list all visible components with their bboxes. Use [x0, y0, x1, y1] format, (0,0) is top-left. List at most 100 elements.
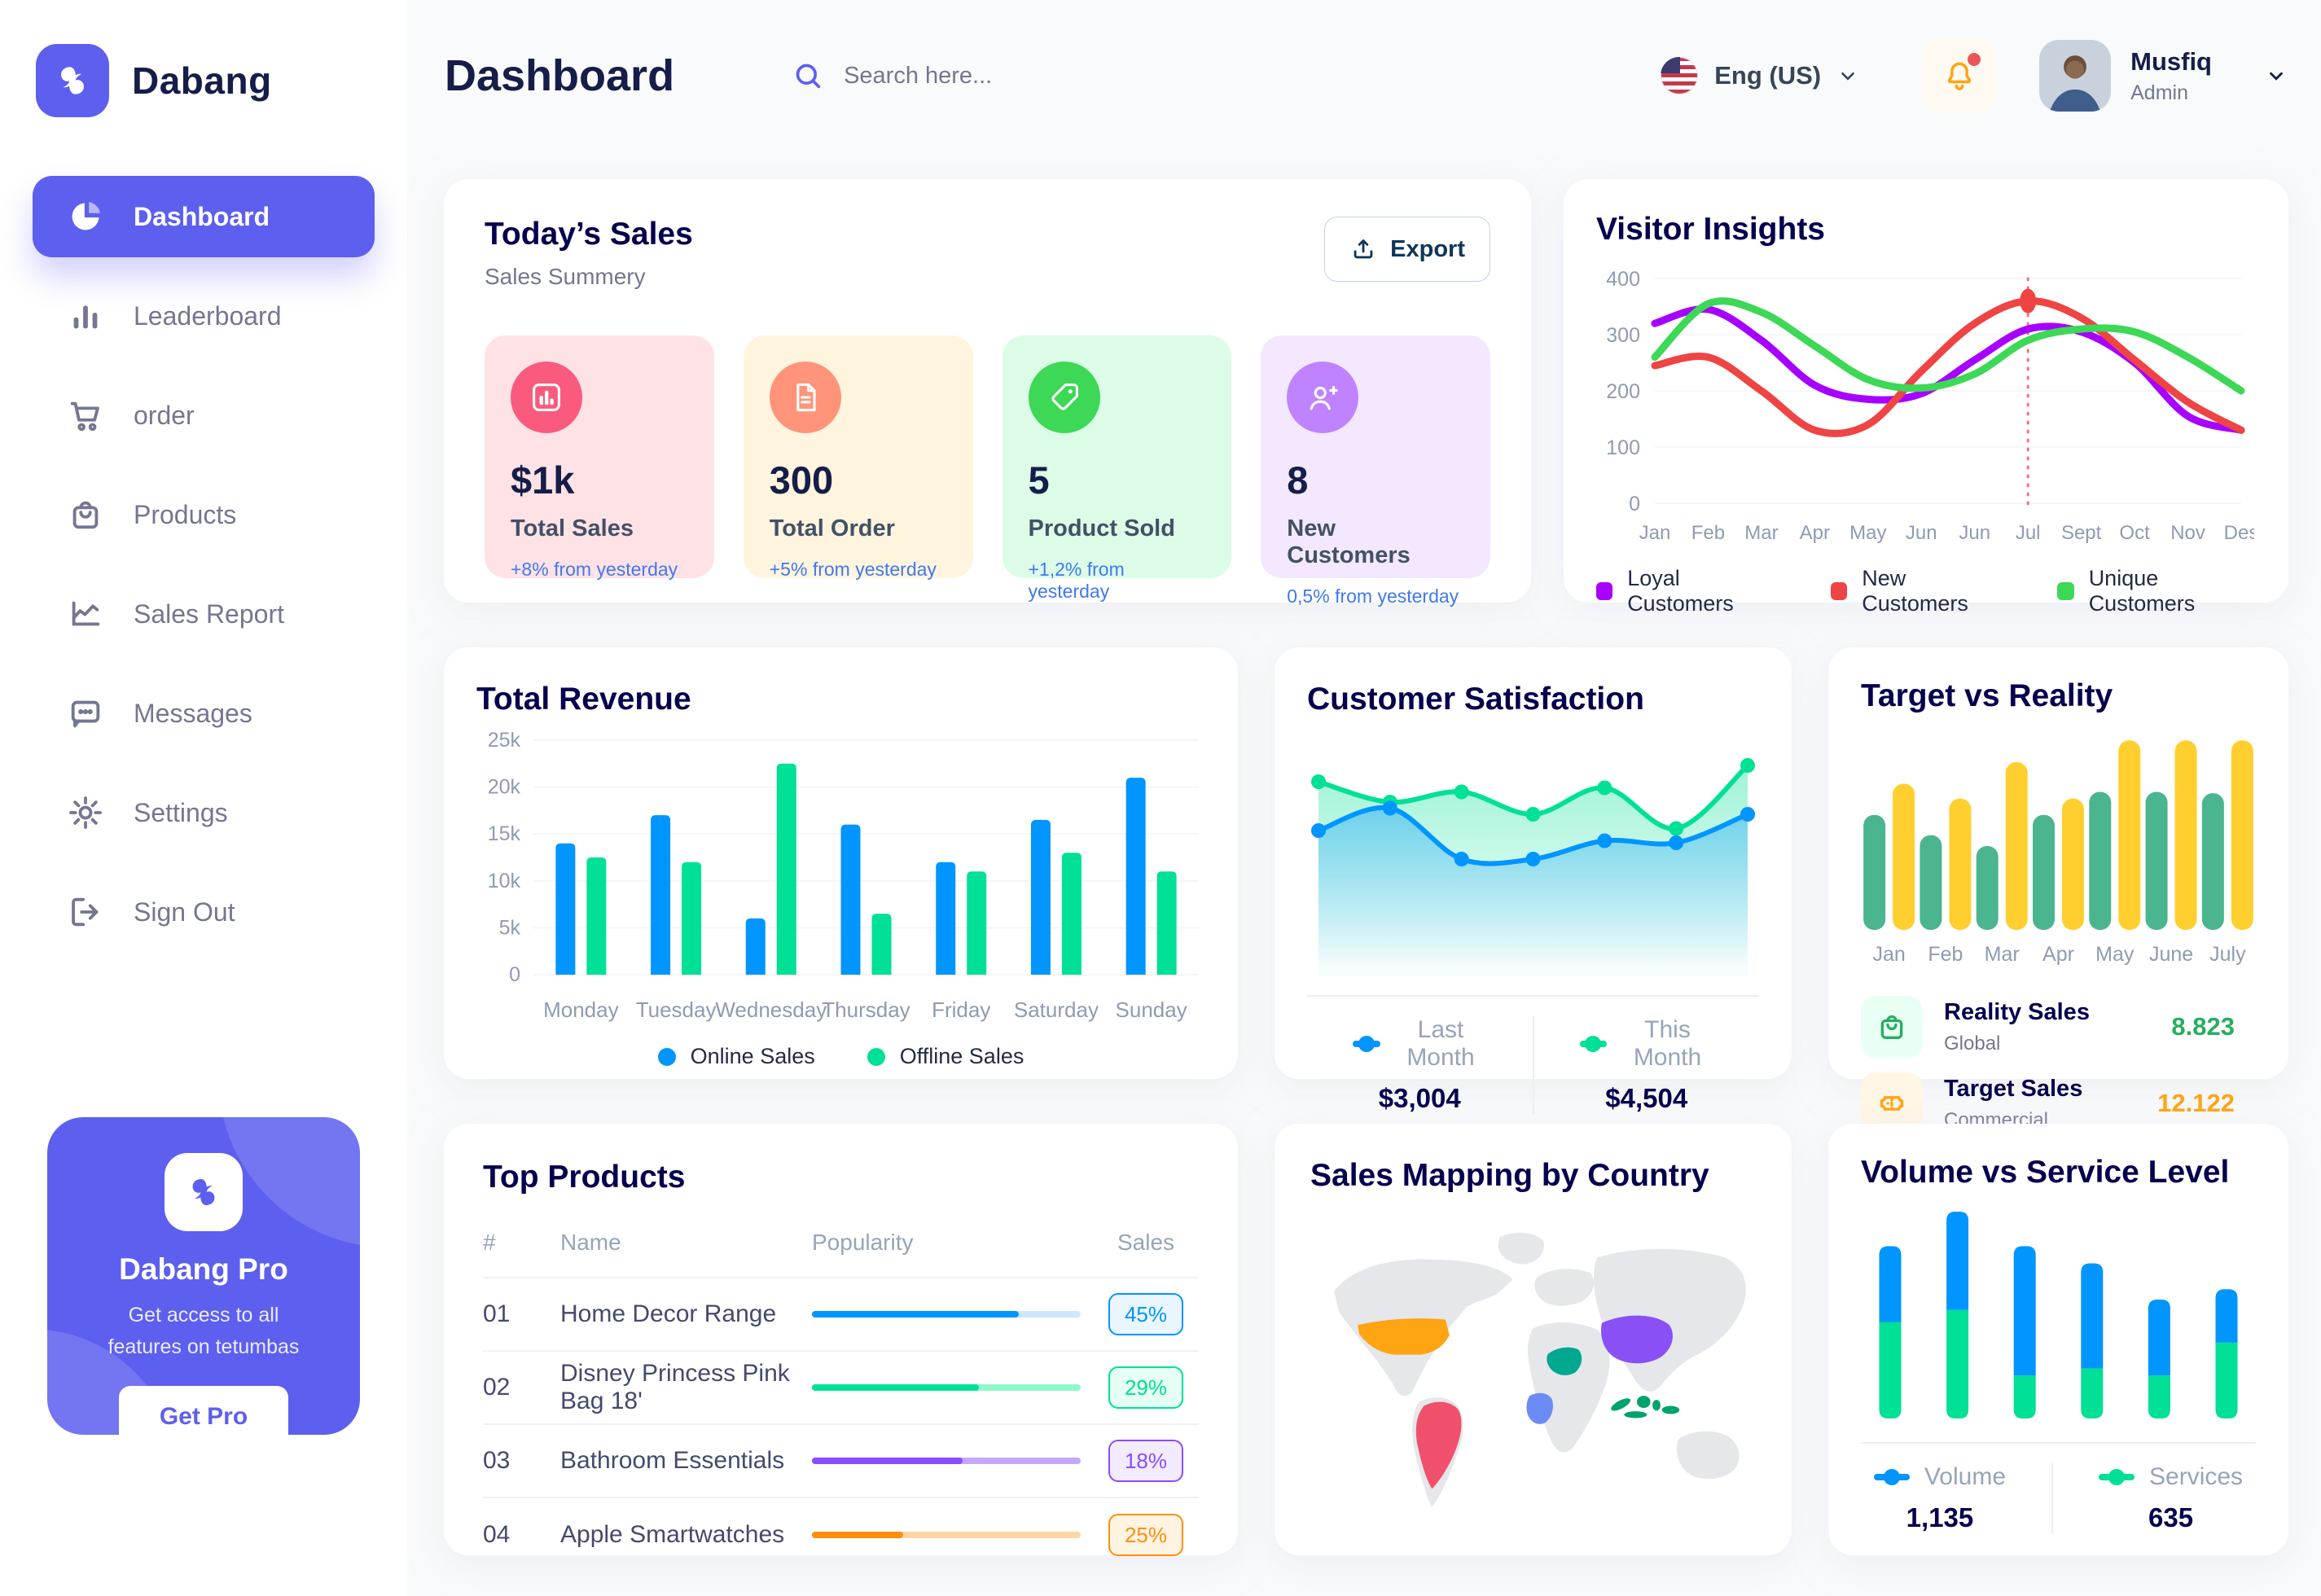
- product-name: Bathroom Essentials: [560, 1447, 785, 1474]
- svg-text:0: 0: [1629, 493, 1640, 515]
- notifications-button[interactable]: [1922, 38, 1998, 113]
- product-index: 04: [483, 1521, 511, 1548]
- pro-card: Dabang Pro Get access to all features on…: [47, 1117, 360, 1435]
- bar-offline-sales: [682, 862, 702, 975]
- dabang-logo-icon: [36, 44, 109, 117]
- legend-label: Offline Sales: [899, 1044, 1024, 1068]
- legend-sublabel: Global: [1944, 1032, 2001, 1054]
- bar-volume: [2013, 1246, 2036, 1376]
- product-popularity: [812, 1532, 1093, 1538]
- us-flag-icon: [1661, 57, 1699, 94]
- svg-text:May: May: [2095, 943, 2135, 966]
- svg-text:0: 0: [509, 963, 520, 986]
- legend-value: 12.122: [2157, 1089, 2235, 1117]
- legend-swatch: [1579, 1041, 1608, 1047]
- bar-reality-sales: [2201, 793, 2224, 930]
- sidebar-item-dashboard[interactable]: Dashboard: [33, 176, 375, 257]
- bar-volume: [1946, 1212, 1969, 1310]
- sidebar-item-products[interactable]: Products: [33, 474, 375, 555]
- column-header: Popularity: [812, 1230, 914, 1255]
- country-china[interactable]: [1601, 1315, 1673, 1364]
- pro-card-description: Get access to all features on tetumbas: [107, 1304, 300, 1358]
- sales-card-value: $1k: [511, 458, 575, 502]
- svg-text:Jan: Jan: [1639, 522, 1671, 544]
- svg-text:Monday: Monday: [543, 998, 619, 1022]
- popularity-track: [812, 1311, 1081, 1318]
- notification-badge: [1968, 53, 1981, 66]
- svg-text:300: 300: [1606, 324, 1640, 347]
- bag-icon: [72, 501, 99, 529]
- search-box: [764, 35, 1400, 116]
- legend-label: Loyal Customers: [1627, 566, 1734, 616]
- column-header: Name: [560, 1230, 621, 1255]
- legend-value: $4,504: [1605, 1083, 1688, 1113]
- legend-label: This Month: [1633, 1016, 1702, 1071]
- export-button[interactable]: Export: [1324, 217, 1490, 282]
- svg-text:Sept: Sept: [2061, 522, 2102, 544]
- bell-icon: [1947, 62, 1972, 90]
- top-products-card: Top Products # Name Popularity Sales 01 Home…: [444, 1124, 1238, 1556]
- marker-dot: [2020, 288, 2037, 314]
- divider: [1861, 1442, 2256, 1444]
- language-selector[interactable]: Eng (US): [1661, 57, 1858, 94]
- svg-text:Apr: Apr: [1800, 522, 1830, 544]
- pro-card-title: Dabang Pro: [119, 1252, 288, 1286]
- bar-online-sales: [745, 918, 766, 975]
- sales-card-value: 5: [1028, 458, 1050, 502]
- svg-text:Feb: Feb: [1928, 943, 1963, 966]
- country-usa[interactable]: [1358, 1318, 1450, 1355]
- search-input[interactable]: [844, 62, 1372, 90]
- product-popularity: [812, 1384, 1093, 1391]
- sidebar-item-messages[interactable]: Messages: [33, 673, 375, 754]
- sidebar-item-sales-report[interactable]: Sales Report: [33, 573, 375, 655]
- bar-services: [2215, 1342, 2238, 1418]
- page-title: Dashboard: [445, 51, 675, 100]
- app-logo[interactable]: Dabang: [0, 0, 407, 117]
- sales-card-product-sold: 5 Product Sold +1,2% from yesterday: [1002, 335, 1232, 602]
- visitor-insights-legend: Loyal Customers New Customers Unique Custo…: [1596, 566, 2256, 616]
- svg-text:Jun: Jun: [1959, 522, 1990, 544]
- customer-satisfaction-legend: Last Month $3,004 This Month $4,504: [1307, 1016, 1759, 1114]
- legend-swatch: [1353, 1041, 1380, 1047]
- bar-target-sales: [2231, 740, 2253, 930]
- sidebar-item-order[interactable]: order: [33, 375, 375, 456]
- product-row: 02 Disney Princess Pink Bag 18' 29%: [483, 1352, 1199, 1425]
- chevron-down-icon: [2270, 72, 2283, 81]
- sales-badge: 18%: [1108, 1440, 1183, 1482]
- country-indonesia[interactable]: [1609, 1396, 1680, 1418]
- top-products-title: Top Products: [483, 1160, 686, 1195]
- ticket-icon: [1880, 1096, 1904, 1111]
- avatar: [2039, 40, 2112, 112]
- volume-vs-service-chart: [1861, 1204, 2256, 1429]
- bar-target-sales: [1893, 783, 1915, 930]
- country-brazil[interactable]: [1415, 1401, 1462, 1489]
- target-vs-reality-card: Target vs Reality Jan Feb Mar Apr May June Jul…: [1828, 647, 2288, 1134]
- bar-target-sales: [1949, 798, 1972, 930]
- country-congo[interactable]: [1526, 1392, 1553, 1424]
- legend-swatch: [657, 1047, 676, 1066]
- user-plus-icon: [1310, 385, 1339, 410]
- sales-mapping-card: Sales Mapping by Country: [1275, 1124, 1792, 1555]
- sidebar-item-settings[interactable]: Settings: [33, 772, 375, 853]
- svg-text:25k: 25k: [488, 729, 521, 752]
- product-row: 01 Home Decor Range 45%: [483, 1278, 1199, 1352]
- popularity-fill: [812, 1311, 1020, 1318]
- country-saudi-arabia[interactable]: [1547, 1347, 1582, 1375]
- product-index: 01: [483, 1300, 511, 1327]
- sales-card-label: Total Order: [769, 515, 895, 542]
- sales-card-delta: 0,5% from yesterday: [1287, 585, 1459, 607]
- sidebar-item-sign-out[interactable]: Sign Out: [33, 871, 375, 953]
- popularity-fill: [812, 1384, 979, 1391]
- svg-text:Wednesday: Wednesday: [715, 998, 827, 1022]
- get-pro-button[interactable]: Get Pro: [119, 1385, 288, 1435]
- profile-menu[interactable]: Musfiq Admin: [2039, 40, 2287, 112]
- svg-text:Jan: Jan: [1872, 943, 1905, 966]
- target-vs-reality-legend: Reality Sales Global 8.823 Target Sales Comm…: [1861, 996, 2256, 1134]
- target-vs-reality-chart: Jan Feb Mar Apr May June July: [1861, 724, 2256, 976]
- legend-item: Unique Customers: [2057, 566, 2256, 616]
- bar-services: [2148, 1375, 2170, 1418]
- todays-sales-title: Today’s Sales: [485, 217, 693, 252]
- sidebar-item-label: order: [134, 400, 195, 430]
- sidebar-item-leaderboard[interactable]: Leaderboard: [33, 275, 375, 357]
- legend-item: Loyal Customers: [1596, 566, 1779, 616]
